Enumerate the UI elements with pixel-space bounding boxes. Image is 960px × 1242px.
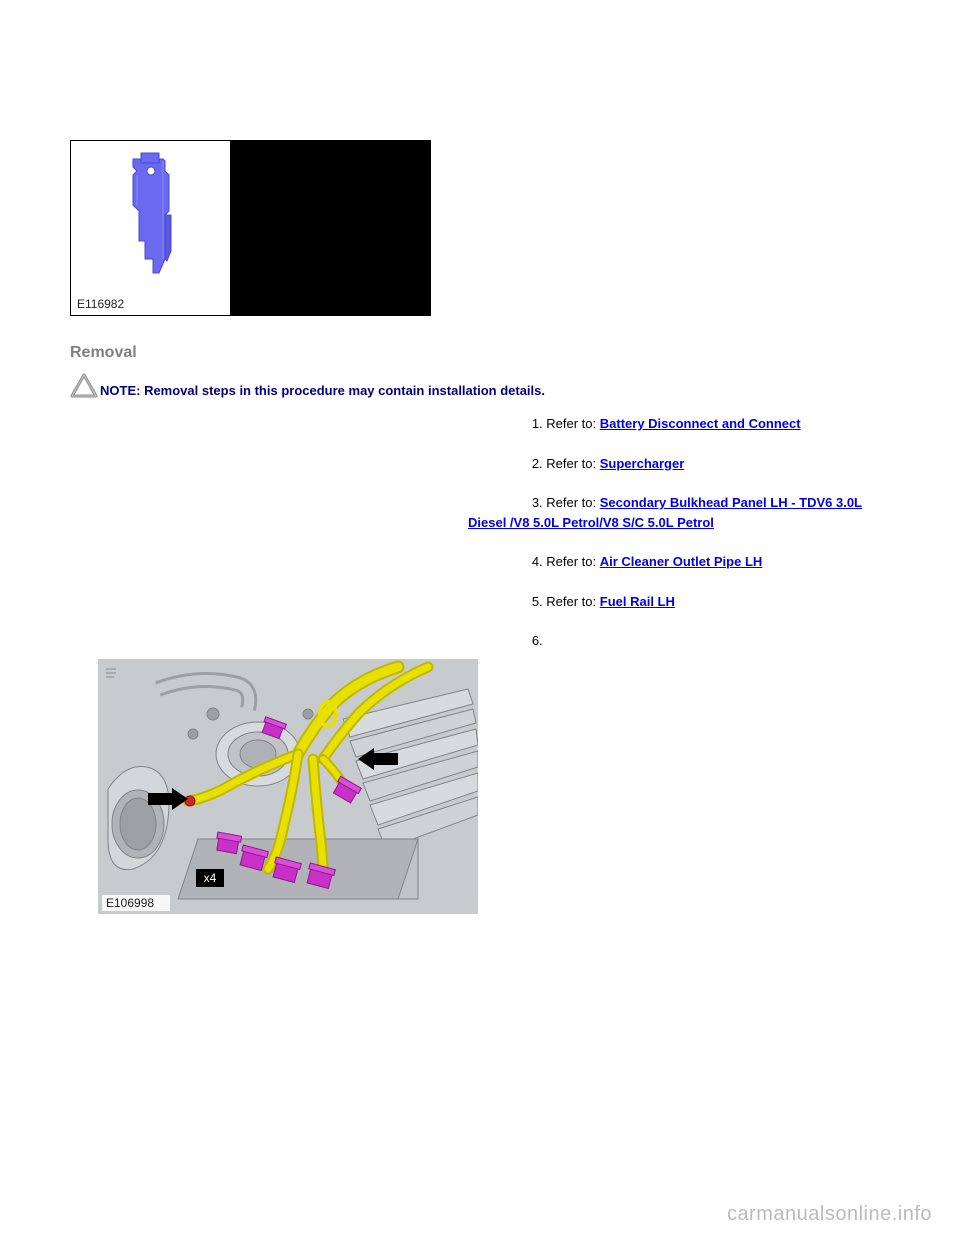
- step-num: 3.: [532, 495, 546, 510]
- link-fuel-rail-lh[interactable]: Fuel Rail LH: [600, 594, 675, 609]
- step-num: 4.: [532, 554, 546, 569]
- ref-prefix: Refer to:: [546, 554, 599, 569]
- ref-prefix: Refer to:: [546, 456, 599, 471]
- note-text: NOTE: Removal steps in this procedure ma…: [100, 383, 545, 400]
- ref-prefix: Refer to:: [546, 594, 599, 609]
- tool-table: E116982: [70, 140, 431, 316]
- step-num: 2.: [532, 456, 546, 471]
- ref-prefix: Refer to:: [546, 416, 599, 431]
- ref-prefix: Refer to:: [546, 495, 599, 510]
- note-body: Removal steps in this procedure may cont…: [140, 383, 545, 398]
- tool-illustration: [71, 141, 229, 296]
- removal-heading: Removal: [70, 344, 890, 362]
- figure-label: E106998: [106, 896, 154, 910]
- step-num: 5.: [532, 594, 546, 609]
- tool-image-cell: E116982: [71, 141, 231, 316]
- link-air-cleaner-outlet[interactable]: Air Cleaner Outlet Pipe LH: [600, 554, 763, 569]
- link-secondary-bulkhead[interactable]: Secondary Bulkhead Panel LH - TDV6 3.0L …: [468, 495, 862, 530]
- watermark: carmanualsonline.info: [727, 1203, 932, 1226]
- link-battery-disconnect[interactable]: Battery Disconnect and Connect: [600, 416, 801, 431]
- step-6: ________________________________________…: [98, 631, 890, 914]
- step-4: ________________________________________…: [98, 552, 890, 572]
- step-num: 1.: [532, 416, 546, 431]
- step-1: ________________________________________…: [98, 414, 890, 434]
- tool-desc-cell: [231, 141, 431, 316]
- note-row: NOTE: Removal steps in this procedure ma…: [70, 372, 890, 400]
- tool-image-label: E116982: [77, 297, 124, 311]
- step-num: 6.: [532, 633, 543, 648]
- link-supercharger[interactable]: Supercharger: [600, 456, 685, 471]
- figure-e106998: x4 E106998: [98, 659, 478, 914]
- step-5: ________________________________________…: [98, 592, 890, 612]
- note-label: NOTE:: [100, 383, 140, 398]
- callout-x4: x4: [204, 871, 217, 885]
- step-2: ________________________________________…: [98, 454, 890, 474]
- note-triangle-icon: [70, 372, 98, 400]
- step-3: ________________________________________…: [98, 493, 890, 532]
- steps-list: ________________________________________…: [70, 414, 890, 914]
